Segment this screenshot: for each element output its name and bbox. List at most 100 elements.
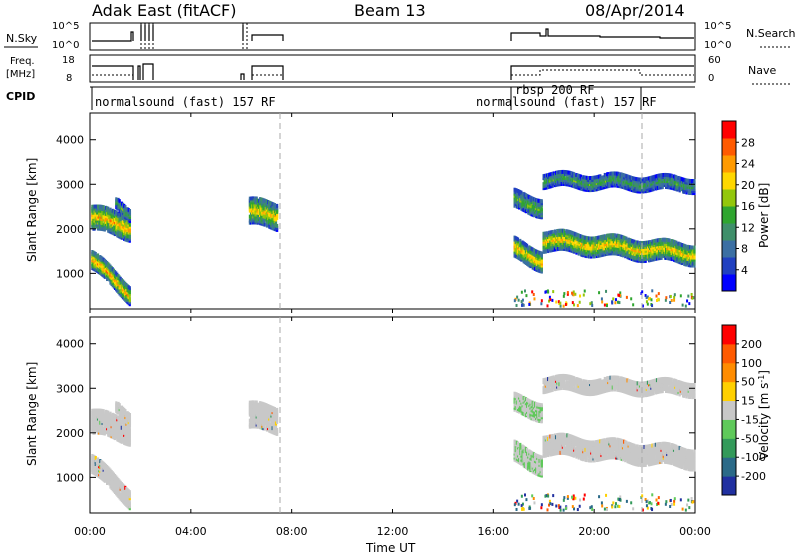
- power-cell: [588, 176, 592, 181]
- power-cell: [637, 177, 640, 182]
- velocity-cell: [518, 399, 521, 404]
- power-cell: [641, 249, 644, 254]
- velocity-cell: [117, 425, 120, 430]
- power-cell: [578, 184, 581, 189]
- velocity-cell: [99, 430, 102, 435]
- power-cell: [124, 231, 127, 236]
- velocity-cell: [529, 468, 532, 473]
- power-cell: [110, 226, 113, 231]
- power-cell: [529, 207, 532, 212]
- power-cell: [657, 173, 660, 178]
- velocity-cell: [253, 416, 256, 421]
- power-cell: [582, 181, 585, 186]
- velocity-cell: [532, 466, 535, 471]
- velocity-cell: [118, 495, 121, 500]
- power-cell: [255, 218, 258, 223]
- power-cell: [645, 252, 648, 257]
- power-cell: [513, 241, 516, 246]
- power-cell: [540, 209, 543, 214]
- power-cell: [610, 171, 613, 176]
- power-cell: [649, 240, 652, 245]
- velocity-cell: [123, 490, 126, 495]
- power-cell: [117, 213, 120, 218]
- power-cell: [542, 186, 545, 191]
- velocity-cell: [539, 417, 542, 422]
- power-cell: [611, 241, 614, 246]
- power-cell: [115, 205, 118, 210]
- velocity-cell: [123, 415, 126, 420]
- power-cell: [576, 235, 579, 240]
- velocity-cell: [272, 422, 275, 427]
- power-cell: [527, 208, 530, 213]
- power-cell: [93, 257, 96, 262]
- velocity-cell: [116, 425, 119, 430]
- velocity-cell: [96, 410, 100, 415]
- power-cell: [535, 267, 538, 272]
- velocity-cell: [92, 464, 95, 469]
- power-cell: [110, 279, 113, 284]
- power-cell: [577, 177, 580, 182]
- velocity-cell: [248, 408, 252, 413]
- power-cell: [579, 184, 583, 189]
- power-cell: [540, 257, 543, 262]
- nsky-label: N.Sky: [6, 32, 38, 45]
- power-cell: [93, 214, 96, 219]
- power-cell: [119, 278, 122, 283]
- velocity-cell: [115, 424, 118, 429]
- power-cell: [650, 183, 653, 188]
- velocity-cell: [104, 413, 108, 418]
- power-cell: [616, 251, 619, 256]
- power-cell: [666, 244, 669, 249]
- velocity-cell: [118, 424, 121, 429]
- power-cell: [612, 171, 616, 176]
- power-cell: [115, 212, 118, 217]
- power-cell: [641, 189, 644, 194]
- power-cell: [514, 188, 517, 193]
- power-cell: [117, 203, 120, 208]
- power-cell: [91, 254, 94, 259]
- velocity-cell: [270, 405, 273, 410]
- power-cell: [649, 176, 652, 181]
- velocity-cell: [522, 447, 525, 452]
- velocity-cell: [268, 418, 271, 423]
- velocity-cell: [126, 494, 129, 499]
- velocity-cell: [95, 412, 98, 417]
- velocity-cell: [264, 411, 267, 416]
- velocity-cell: [533, 411, 537, 416]
- power-cell: [527, 206, 530, 211]
- power-cell: [621, 245, 625, 250]
- power-cell: [126, 286, 129, 291]
- power-cell: [581, 242, 584, 247]
- power-cell: [539, 205, 542, 210]
- power-cell: [625, 240, 628, 245]
- velocity-cell: [263, 422, 266, 427]
- power-cell: [127, 212, 130, 217]
- power-cell: [637, 189, 640, 194]
- power-cell: [533, 262, 537, 267]
- power-cell: [586, 238, 589, 243]
- power-cell: [128, 234, 131, 239]
- velocity-cell: [255, 416, 258, 421]
- power-cell: [609, 177, 612, 182]
- power-cell: [609, 171, 612, 176]
- power-cell: [581, 250, 584, 255]
- power-cell: [582, 247, 585, 252]
- power-cell: [104, 269, 108, 274]
- power-cell: [691, 189, 694, 194]
- velocity-cell: [260, 411, 263, 416]
- power-cell: [650, 251, 653, 256]
- power-cell: [636, 181, 639, 186]
- velocity-cell: [522, 453, 525, 458]
- velocity-cell: [101, 468, 104, 473]
- power-cell: [634, 250, 637, 255]
- power-cell: [647, 248, 651, 253]
- power-cell: [671, 247, 675, 252]
- velocity-cell: [124, 429, 127, 434]
- power-cell: [127, 287, 130, 292]
- power-cell: [124, 293, 127, 298]
- power-cell: [613, 237, 617, 242]
- power-cell: [684, 254, 687, 259]
- velocity-cell: [128, 436, 131, 441]
- power-cell: [100, 269, 103, 274]
- velocity-cell: [124, 415, 127, 420]
